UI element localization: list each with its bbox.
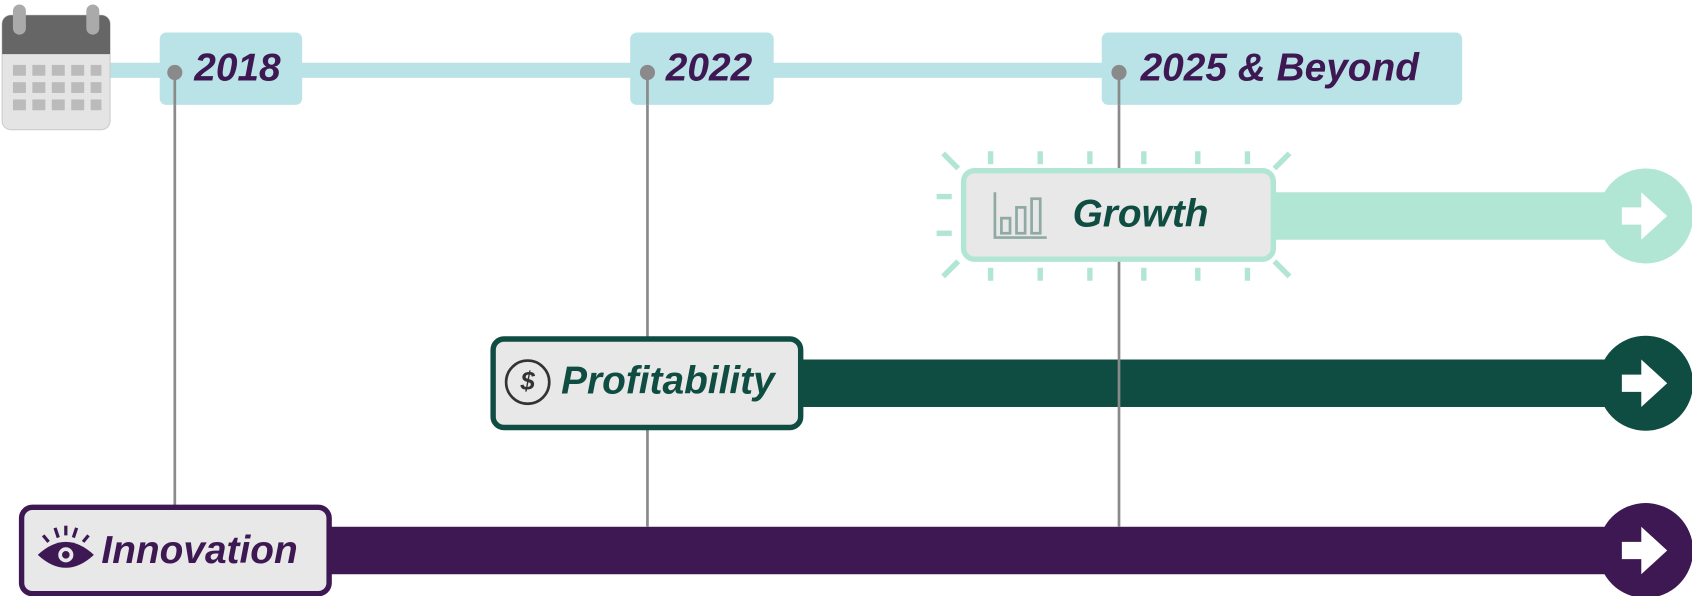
profitability-bar — [787, 359, 1651, 407]
year-box — [1101, 32, 1463, 105]
connectors — [173, 72, 1121, 527]
growth-bar — [1262, 192, 1651, 240]
profitability-arrow — [1598, 335, 1692, 431]
dollar-icon: $ — [504, 359, 551, 406]
timeline-bar — [102, 62, 1117, 78]
growth-sparkle — [936, 151, 1292, 281]
lane-label: Profitability — [561, 360, 777, 403]
chart-icon — [993, 192, 1047, 239]
year-label: 2022 — [665, 47, 753, 90]
year-label: 2018 — [193, 47, 281, 90]
profitability-box — [490, 336, 804, 431]
innovation-arrow — [1598, 503, 1692, 596]
calendar-icon — [1, 4, 111, 131]
year-box — [630, 32, 774, 105]
growth-arrow — [1598, 168, 1692, 264]
year-label: 2025 & Beyond — [1140, 47, 1421, 90]
lane-label: Growth — [1073, 192, 1209, 235]
innovation-bar — [318, 526, 1651, 575]
year-box — [159, 32, 303, 105]
eye-icon — [37, 525, 94, 568]
svg-text:$: $ — [519, 368, 535, 396]
lane-label: Innovation — [101, 529, 297, 572]
innovation-box — [18, 504, 332, 596]
